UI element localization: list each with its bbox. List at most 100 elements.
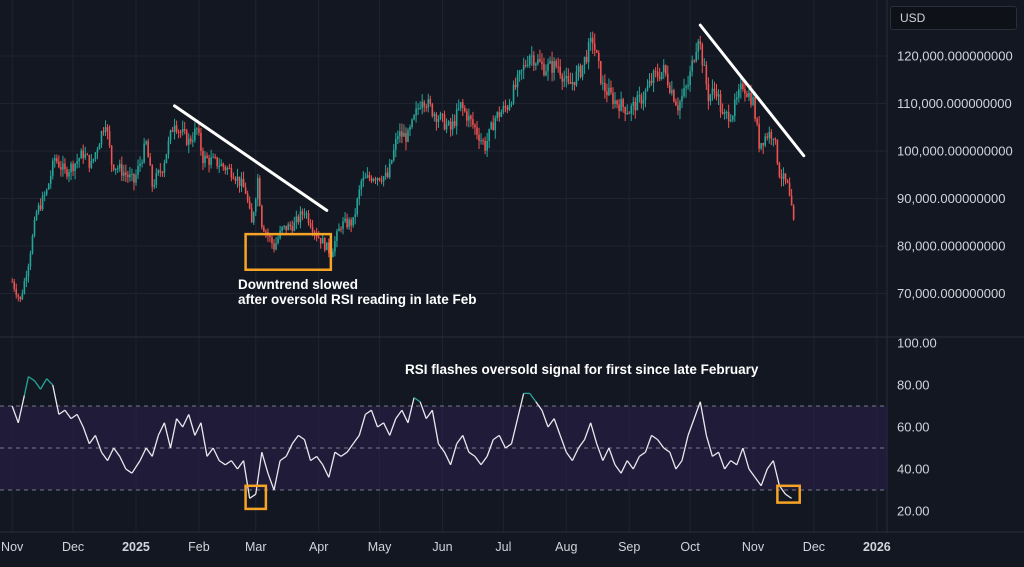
candle-body <box>664 65 667 74</box>
candle-body <box>443 114 446 130</box>
rsi-line-segment <box>736 447 744 466</box>
candle-body <box>727 111 730 122</box>
candle-body <box>250 208 253 223</box>
candle-body <box>472 119 474 125</box>
candle-body <box>293 222 296 231</box>
candle-body <box>102 131 105 133</box>
candle-body <box>332 251 334 258</box>
time-axis-label: Nov <box>742 540 765 554</box>
candle-body <box>68 172 70 177</box>
candle-body <box>194 128 196 141</box>
rsi-line-segment <box>303 439 312 461</box>
rsi-line-segment <box>340 451 348 457</box>
candle-body <box>567 75 570 83</box>
rsi-line-segment <box>383 422 391 436</box>
candle-body <box>368 175 371 179</box>
candle-body <box>167 140 170 155</box>
rsi-line-segment <box>480 456 488 466</box>
candle-body <box>303 214 306 216</box>
rsi-line-segment <box>529 393 537 403</box>
rsi-line-segment <box>182 414 190 428</box>
rsi-line-segment <box>267 472 275 491</box>
candle-body <box>11 281 13 283</box>
rsi-line-segment <box>249 493 257 499</box>
candle-body <box>662 65 665 72</box>
candle-body <box>721 111 724 114</box>
rsi-line-segment <box>17 395 25 423</box>
candle-body <box>212 156 214 158</box>
rsi-line-segment <box>285 443 293 457</box>
candle-body <box>746 93 748 97</box>
candle-body <box>19 296 22 300</box>
candle-body <box>415 108 417 116</box>
candle-body <box>384 172 387 177</box>
candle-body <box>705 64 708 85</box>
rsi-line-segment <box>687 418 695 436</box>
candle-body <box>289 224 292 227</box>
rsi-line-segment <box>169 418 178 449</box>
time-axis-label: 2025 <box>122 540 150 554</box>
candle-body <box>707 84 710 101</box>
candle-body <box>528 56 531 65</box>
candle-body <box>66 169 68 177</box>
candle-body <box>256 178 259 200</box>
candle-body <box>733 99 736 117</box>
candle-body <box>660 71 663 79</box>
candle-body <box>579 65 582 77</box>
candle-body <box>143 143 145 163</box>
candle-body <box>423 101 426 107</box>
rsi-line-segment <box>46 378 54 386</box>
candle-body <box>620 99 622 111</box>
candle-body <box>323 238 326 251</box>
candle-body <box>421 101 423 109</box>
candle-body <box>646 86 649 91</box>
candle-body <box>573 81 576 86</box>
rsi-line-segment <box>468 451 476 457</box>
time-axis-label: Aug <box>555 540 577 554</box>
candle-body <box>395 139 397 150</box>
candle-body <box>425 106 428 108</box>
rsi-axis-label: 100.00 <box>897 336 937 351</box>
rsi-line-segment <box>100 451 109 461</box>
candle-body <box>17 295 20 297</box>
candle-body <box>139 163 141 167</box>
candle-body <box>269 235 271 238</box>
candle-body <box>634 102 637 111</box>
rsi-line-segment <box>456 435 464 445</box>
candle-body <box>60 167 62 170</box>
highlight-box-rsi <box>244 484 268 511</box>
candle-body <box>224 166 227 171</box>
candle-body <box>642 99 645 104</box>
candle-body <box>405 132 407 142</box>
candle-body <box>474 124 476 128</box>
currency-selector[interactable]: USD <box>890 6 1017 30</box>
candle-body <box>277 238 279 243</box>
candle-body <box>768 131 771 138</box>
rsi-line-segment <box>125 468 133 474</box>
candle-body <box>295 216 298 223</box>
rsi-line-segment <box>663 447 671 453</box>
rsi-line-segment <box>401 409 409 424</box>
rsi-line-segment <box>474 456 482 466</box>
rsi-line-segment <box>785 493 792 499</box>
candle-body <box>297 216 300 223</box>
candle-body <box>614 100 616 104</box>
candle-body <box>697 41 700 52</box>
rsi-line-segment <box>255 452 263 495</box>
candle-body <box>453 121 456 126</box>
rsi-line-segment <box>395 409 403 419</box>
candle-body <box>764 136 767 146</box>
time-axis-label: Apr <box>309 540 328 554</box>
candle-body <box>565 75 568 79</box>
candle-body <box>713 88 716 92</box>
candle-body <box>654 71 657 73</box>
candle-body <box>451 121 454 130</box>
candle-body <box>181 129 184 133</box>
candle-body <box>120 164 123 176</box>
candle-body <box>585 56 588 63</box>
rsi-line-segment <box>163 422 172 449</box>
rsi-line-segment <box>224 460 232 466</box>
candle-body <box>514 84 517 88</box>
candle-body <box>242 178 245 188</box>
time-axis-label: Dec <box>62 540 84 554</box>
